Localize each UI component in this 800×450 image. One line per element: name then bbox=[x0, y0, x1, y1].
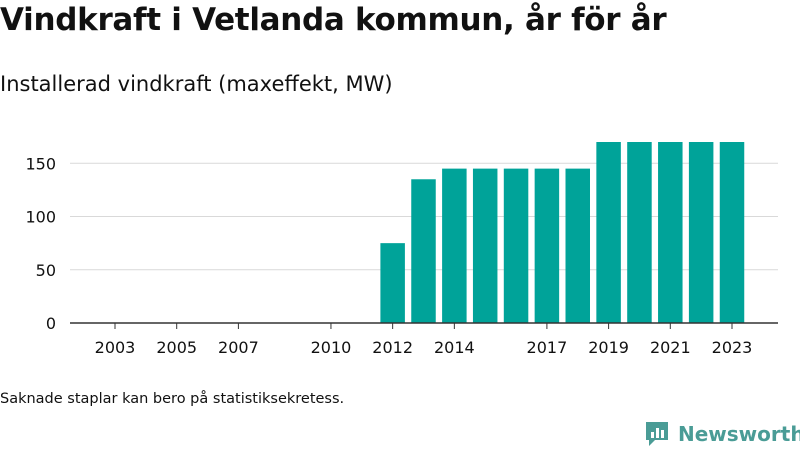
x-tick-label: 2017 bbox=[527, 338, 568, 357]
x-tick-label: 2003 bbox=[95, 338, 136, 357]
x-tick-label: 2021 bbox=[650, 338, 691, 357]
y-tick-label: 0 bbox=[46, 314, 56, 333]
bar-2020 bbox=[627, 142, 652, 323]
brand-logo: Newsworthy bbox=[644, 419, 800, 449]
bar-2021 bbox=[658, 142, 683, 323]
footnote: Saknade staplar kan bero på statistiksek… bbox=[0, 391, 345, 407]
bar-2013 bbox=[411, 179, 436, 323]
x-tick-label: 2019 bbox=[588, 338, 629, 357]
bar-2018 bbox=[565, 168, 590, 323]
chart-subtitle: Installerad vindkraft (maxeffekt, MW) bbox=[0, 72, 393, 96]
bar-2017 bbox=[534, 168, 560, 323]
x-tick-label: 2023 bbox=[712, 338, 753, 357]
bar-2022 bbox=[688, 142, 714, 323]
brand-name: Newsworthy bbox=[678, 422, 800, 446]
chart-title: Vindkraft i Vetlanda kommun, år för år bbox=[0, 2, 667, 38]
newsworthy-logo-icon bbox=[646, 422, 668, 446]
y-tick-label: 50 bbox=[36, 261, 56, 280]
bar-2015 bbox=[472, 168, 498, 323]
bar-2012 bbox=[380, 243, 405, 323]
bar-chart: 0 50 100 150 2003 2005 2007 2010 2012 2014 2017 201… bbox=[25, 142, 778, 357]
y-tick-label: 150 bbox=[25, 154, 56, 173]
x-tick-label: 2012 bbox=[372, 338, 413, 357]
bar-2014 bbox=[442, 168, 467, 323]
y-tick-label: 100 bbox=[25, 208, 56, 227]
x-tick-label: 2005 bbox=[156, 338, 197, 357]
x-tick-label: 2007 bbox=[218, 338, 259, 357]
bar-2016 bbox=[503, 168, 529, 323]
x-tick-label: 2014 bbox=[434, 338, 475, 357]
x-tick-label: 2010 bbox=[311, 338, 352, 357]
bar-2023 bbox=[719, 142, 745, 323]
bar-2019 bbox=[596, 142, 621, 323]
